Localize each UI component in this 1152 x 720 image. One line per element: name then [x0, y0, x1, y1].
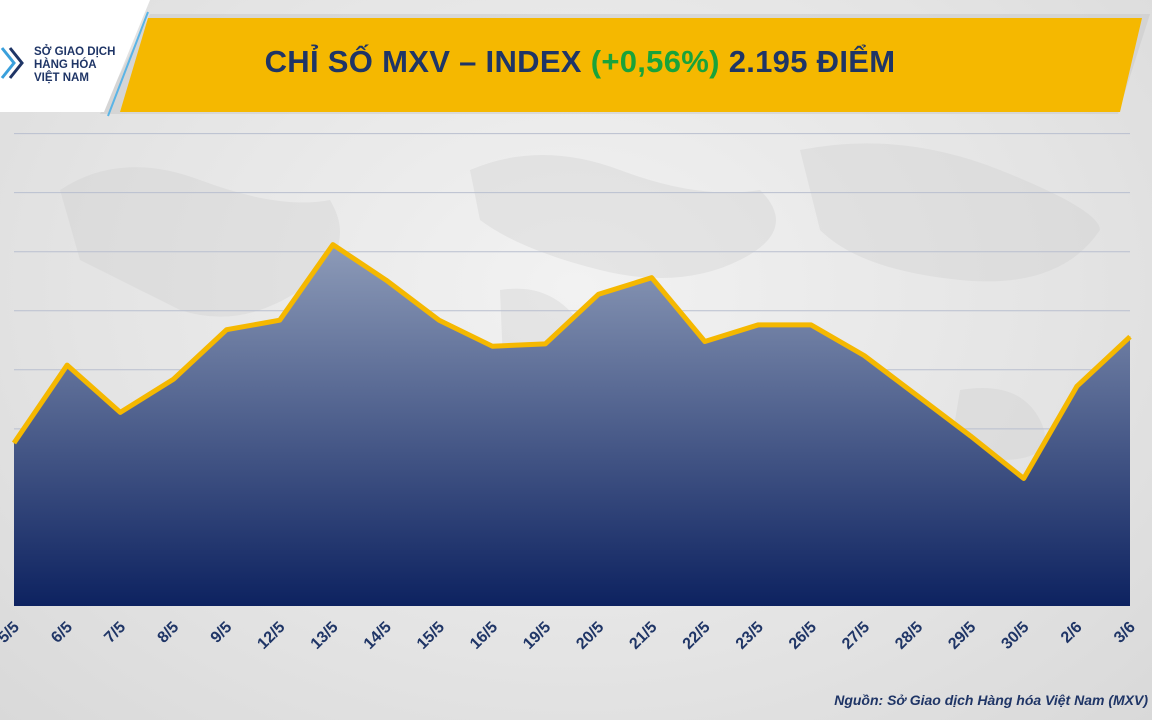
data-point [863, 355, 865, 357]
data-point [757, 324, 759, 326]
data-point [598, 293, 600, 295]
data-point [226, 329, 228, 331]
x-tick-label: 19/5 [520, 619, 554, 653]
x-tick-label: 3/6 [1111, 619, 1139, 647]
marks [11, 242, 1132, 606]
x-tick-label: 5/5 [0, 619, 23, 647]
x-tick-label: 21/5 [627, 619, 661, 653]
data-point [916, 395, 918, 397]
data-point [651, 277, 653, 279]
x-tick-label: 14/5 [361, 619, 395, 653]
chart-title: CHỈ SỐ MXV – INDEX (+0,56%) 2.195 ĐIỂM [0, 44, 1152, 80]
title-banner [120, 18, 1142, 112]
data-point [438, 319, 440, 321]
x-tick-label: 22/5 [680, 619, 714, 653]
data-point [172, 378, 174, 380]
title-prefix: CHỈ SỐ MXV – INDEX [264, 44, 582, 79]
x-tick-label: 27/5 [839, 619, 873, 653]
data-point [810, 324, 812, 326]
data-point [1076, 385, 1078, 387]
area-fill [14, 244, 1130, 606]
x-tick-label: 2/6 [1058, 619, 1086, 647]
x-tick-label: 9/5 [208, 619, 236, 647]
data-point [385, 279, 387, 281]
x-tick-label: 16/5 [467, 619, 501, 653]
data-point [491, 345, 493, 347]
title-suffix: 2.195 ĐIỂM [728, 44, 896, 79]
logo-line-3: VIỆT NAM [34, 72, 89, 84]
x-tick-label: 26/5 [786, 619, 820, 653]
series-line [11, 242, 1132, 481]
source-note: Nguồn: Sở Giao dịch Hàng hóa Việt Nam (M… [834, 692, 1148, 708]
data-point [1023, 477, 1025, 479]
x-axis: 5/5 6/5 7/5 8/5 9/5 12/5 13/5 14/5 15/5 16/5 19/5 2… [0, 619, 1139, 653]
x-tick-label: 30/5 [999, 619, 1033, 653]
x-tick-label: 7/5 [101, 619, 129, 647]
title-change: (+0,56%) [590, 44, 720, 79]
x-tick-label: 15/5 [414, 619, 448, 653]
logo-text: SỞ GIAO DỊCH HÀNG HÓA VIỆT NAM [34, 46, 115, 85]
data-point [13, 442, 15, 444]
data-point [970, 435, 972, 437]
logo-line-1: SỞ GIAO DỊCH [34, 46, 116, 58]
x-tick-label: 13/5 [308, 619, 342, 653]
logo-line-2: HÀNG HÓA [34, 59, 97, 71]
data-point [66, 364, 68, 366]
x-tick-label: 12/5 [255, 619, 289, 653]
data-point [704, 340, 706, 342]
data-point [1129, 336, 1131, 338]
mxv-chevron-logo-icon [0, 47, 24, 79]
logo-stripe [107, 11, 149, 117]
x-tick-label: 28/5 [892, 619, 926, 653]
data-point [544, 343, 546, 345]
x-tick-label: 23/5 [733, 619, 767, 653]
data-point [279, 319, 281, 321]
data-point [119, 411, 121, 413]
x-tick-label: 8/5 [155, 619, 183, 647]
data-point [332, 244, 334, 246]
x-tick-label: 6/5 [48, 619, 76, 647]
x-tick-label: 20/5 [573, 619, 607, 653]
x-tick-label: 29/5 [945, 619, 979, 653]
